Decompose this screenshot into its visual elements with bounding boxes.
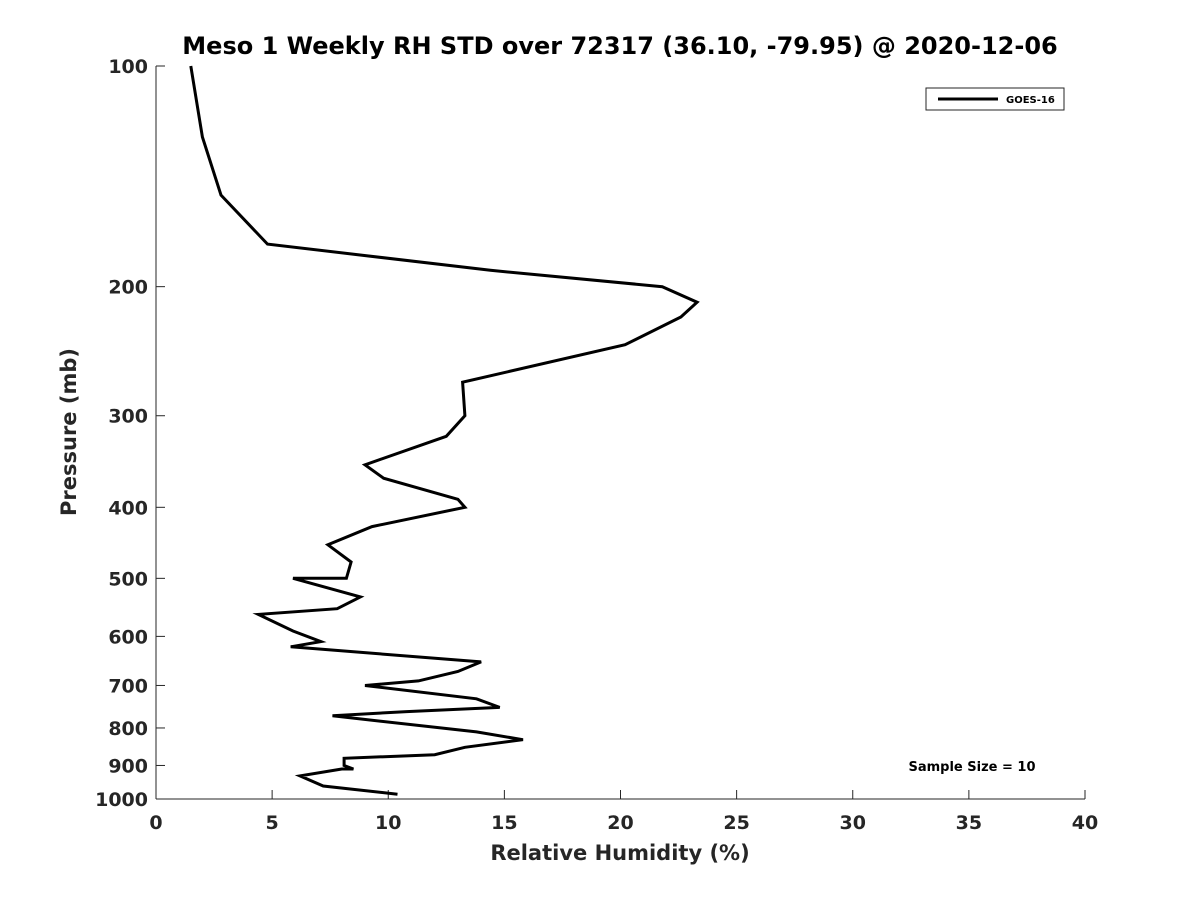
y-tick-label: 600 (108, 626, 148, 648)
series-line-goes-16 (189, 65, 700, 796)
x-tick-label: 5 (266, 812, 279, 834)
legend: GOES-16 (925, 87, 1065, 111)
x-axis-label: Relative Humidity (%) (490, 841, 749, 865)
x-tick-label: 20 (607, 812, 633, 834)
chart-title: Meso 1 Weekly RH STD over 72317 (36.10, … (182, 32, 1057, 60)
y-tick-label: 200 (108, 277, 148, 299)
x-tick-label: 0 (149, 812, 162, 834)
y-axis-label: Pressure (mb) (57, 348, 81, 516)
x-tick-label: 35 (956, 812, 982, 834)
y-axis-ticks: 100 200 300 400 500 600 700 800 900 1000 (95, 56, 165, 811)
y-tick-label: 1000 (95, 789, 148, 811)
y-tick-label: 400 (108, 497, 148, 519)
sample-size-annotation: Sample Size = 10 (908, 760, 1035, 775)
y-tick-label: 800 (108, 718, 148, 740)
legend-entry-goes-16: GOES-16 (1006, 95, 1055, 106)
x-tick-label: 25 (723, 812, 749, 834)
y-tick-label: 700 (108, 675, 148, 697)
x-tick-label: 30 (840, 812, 866, 834)
y-tick-label: 900 (108, 755, 148, 777)
x-tick-label: 15 (491, 812, 517, 834)
y-tick-label: 300 (108, 406, 148, 428)
x-tick-label: 10 (375, 812, 401, 834)
plot-area (156, 66, 1085, 799)
y-tick-label: 100 (108, 56, 148, 78)
y-tick-label: 500 (108, 568, 148, 590)
x-axis-ticks: 0 5 10 15 20 25 30 35 40 (149, 790, 1098, 834)
x-tick-label: 40 (1072, 812, 1098, 834)
